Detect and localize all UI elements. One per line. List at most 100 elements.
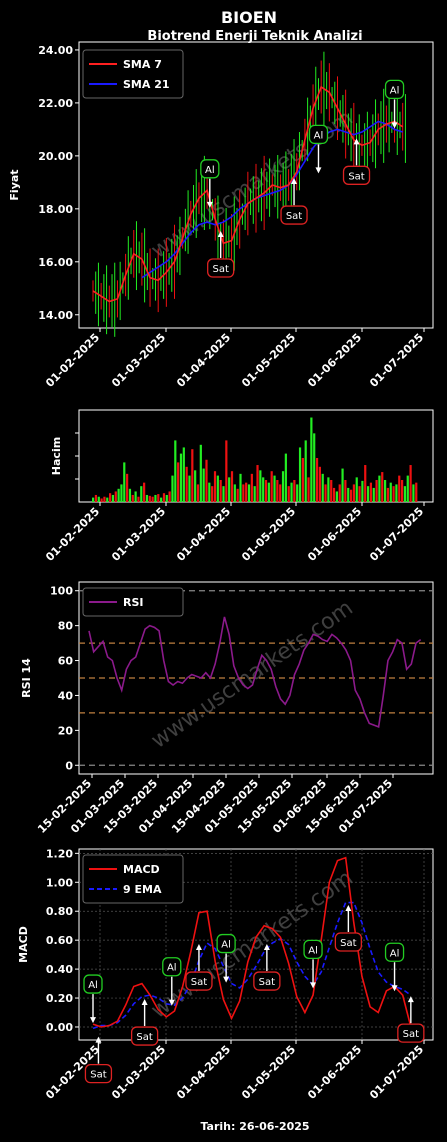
sell-signal-box (84, 1064, 113, 1084)
volume-bar (290, 482, 293, 502)
volume-bar (250, 473, 253, 502)
legend-box (82, 587, 184, 617)
signal-arrowhead (195, 944, 202, 951)
legend-box (82, 854, 184, 904)
sell-signal-box (334, 932, 363, 952)
sell-signal-label: Sat (286, 211, 302, 222)
volume-bar (123, 462, 126, 502)
y-tick-label: 22.00 (38, 97, 73, 110)
volume-bar (400, 480, 404, 502)
volume-bar (137, 496, 140, 502)
volume-bar (247, 484, 251, 502)
volume-bar (239, 473, 242, 502)
volume-bar (188, 475, 191, 502)
volume-bar (117, 488, 120, 502)
volume-bar (103, 496, 106, 502)
volume-bar (386, 487, 390, 502)
sell-signal-label: Sat (259, 977, 275, 988)
plot-frame (78, 848, 434, 1041)
volume-bar (128, 488, 132, 502)
volume-bar (157, 494, 160, 502)
signal-arrowhead (353, 138, 360, 145)
x-tick-label: 01-05-2025 (239, 1043, 298, 1102)
volume-bar (338, 484, 341, 502)
buy-signal-box (384, 79, 405, 100)
sell-signal-box (130, 1026, 159, 1046)
signal-arrowhead (217, 231, 224, 238)
buy-signal-label: Al (221, 940, 231, 951)
volume-bar (366, 486, 370, 502)
x-tick-label: 01-03-2025 (109, 331, 168, 390)
volume-bar (97, 496, 100, 502)
volume-bar (185, 466, 188, 502)
volume-bar (383, 480, 387, 502)
volume-bar (194, 470, 197, 502)
x-tick-label: 01-04-2025 (174, 505, 233, 564)
y-tick-label: 20.00 (38, 150, 73, 163)
buy-signal-box (162, 957, 182, 977)
buy-signal-label: Al (390, 948, 400, 959)
signal-arrowhead (168, 999, 175, 1006)
sell-signal-box (185, 971, 213, 991)
volume-bar (165, 494, 168, 502)
volume-bar (92, 497, 95, 502)
volume-bar (126, 473, 129, 502)
y-axis-label: MACD (17, 926, 30, 963)
volume-bar (196, 484, 200, 502)
buy-signal-box (83, 974, 103, 994)
volume-bar (279, 484, 282, 502)
signal-arrowhead (391, 122, 398, 129)
volume-bar (321, 473, 324, 502)
y-tick-label: 0.20 (46, 992, 73, 1005)
buy-signal-box (200, 159, 220, 179)
volume-bar (301, 458, 304, 502)
volume-bar (341, 468, 344, 502)
chart-title: BIOEN (221, 8, 277, 27)
sell-signal-label: Sat (340, 938, 356, 949)
signal-arrowhead (407, 996, 414, 1003)
volume-bar (296, 484, 299, 502)
y-axis-label: Fiyat (8, 169, 21, 200)
volume-bar (409, 465, 412, 502)
volume-bar (276, 480, 279, 502)
volume-bar (182, 447, 185, 502)
volume-bar (403, 486, 407, 502)
volume-bar (140, 486, 143, 502)
x-tick-label: 01-06-2025 (305, 331, 364, 390)
volume-bar (202, 468, 205, 502)
volume-bar (162, 493, 166, 502)
x-tick-label: 01-07-2025 (367, 331, 426, 390)
volume-bar (281, 471, 285, 502)
macd-panel: www.uscmarkets.com0.000.200.400.600.801.… (17, 847, 434, 1102)
volume-bar (191, 449, 194, 502)
legend-box (82, 49, 184, 99)
y-tick-label: 80 (58, 620, 74, 633)
signal-arrowhead (391, 985, 398, 992)
volume-bar (273, 475, 276, 502)
volume-bar (267, 482, 270, 502)
x-tick-label: 01-03-2025 (109, 1043, 168, 1102)
volume-bar (406, 475, 409, 502)
watermark: www.uscmarkets.com (147, 596, 358, 754)
x-tick-label: 01-04-2025 (174, 331, 233, 390)
plot-frame (78, 41, 434, 329)
sma21-line (141, 120, 403, 279)
volume-panel: 01-02-2025 01-03-2025 01-04-2025 01-05-2025… (43, 409, 434, 564)
sell-signal-box (280, 205, 308, 225)
signal-arrowhead (223, 976, 230, 983)
buy-signal-label: Al (390, 85, 400, 96)
y-tick-label: 100 (50, 585, 73, 598)
volume-bar (361, 480, 364, 502)
volume-bar (230, 471, 234, 502)
buy-signal-label: Al (205, 165, 215, 176)
price-panel: www.uscmarkets.com14.0016.0018.0020.0022… (8, 41, 434, 390)
buy-signal-box (384, 942, 405, 962)
x-tick-label: 01-05-2025 (239, 505, 298, 564)
volume-bar (364, 465, 367, 502)
volume-bar (293, 480, 296, 502)
buy-signal-box (216, 933, 236, 954)
volume-bar (151, 496, 154, 502)
buy-signal-label: Al (88, 980, 98, 991)
x-tick-label: 01-06-2025 (305, 1043, 364, 1102)
volume-bar (259, 470, 262, 502)
